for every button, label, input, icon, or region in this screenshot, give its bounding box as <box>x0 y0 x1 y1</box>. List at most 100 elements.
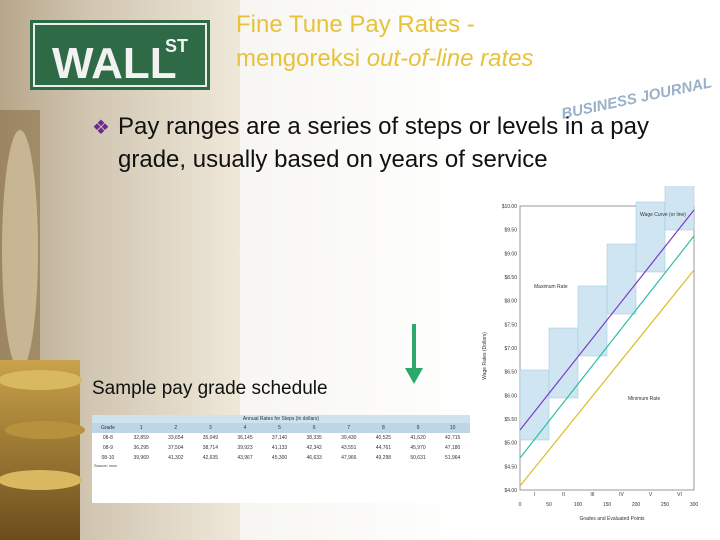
table-cell: 41,302 <box>168 455 184 461</box>
table-cell: 38,714 <box>202 445 218 451</box>
table-row: Grade 1 2 3 4 5 6 7 8 9 10 <box>92 423 470 433</box>
table-cell: 9 <box>400 423 436 433</box>
min-label: Minimum Rate <box>628 396 660 402</box>
y-tick-label: $6.00 <box>504 393 517 399</box>
y-tick-label: $6.50 <box>504 370 517 376</box>
table-cell: 10 <box>435 423 470 433</box>
table-cell: 44,761 <box>375 445 392 451</box>
table-cell: 38,335 <box>306 435 322 441</box>
grade-box <box>519 369 550 441</box>
arrow <box>405 324 423 384</box>
table-cell: 39,430 <box>341 435 357 441</box>
x-tick-label: 150 <box>603 502 612 508</box>
title-line: mengoreksi out-of-line rates <box>236 42 533 76</box>
y-tick-label: $5.00 <box>504 441 517 447</box>
table-cell: 40,525 <box>375 435 392 441</box>
table-cell: 8 <box>366 423 401 433</box>
table-cell: 5 <box>262 423 297 433</box>
grade-label: I <box>534 492 535 498</box>
max-label: Maximum Rate <box>534 284 568 290</box>
x-tick-label: 300 <box>690 502 699 508</box>
title-italic: out-of-line rates <box>366 45 534 72</box>
table-cell: 32,859 <box>133 435 149 441</box>
y-tick-label: $10.00 <box>502 204 518 210</box>
grade-box <box>664 186 695 231</box>
grade-box <box>606 243 637 315</box>
y-tick-label: $7.50 <box>504 322 517 328</box>
table-cell: 08-8 <box>102 435 113 441</box>
table-cell: 42,715 <box>445 435 461 441</box>
table-cell: 49,298 <box>375 455 392 461</box>
y-tick-label: $9.50 <box>504 228 517 234</box>
x-tick-label: 0 <box>519 502 522 508</box>
wage-line <box>519 235 695 459</box>
grade-box <box>577 285 608 357</box>
caption: Sample pay grade schedule <box>92 378 328 399</box>
grade-label: VI <box>677 492 682 498</box>
table-cell: 35,049 <box>202 435 218 441</box>
table-cell: 41,133 <box>271 445 288 451</box>
table-row: 08-8 32,859 33,654 35,049 36,145 37,140 38,335… <box>92 433 470 443</box>
x-tick-label: 100 <box>574 502 583 508</box>
table-cell: 6 <box>296 423 332 433</box>
table-cell: 4 <box>227 423 263 433</box>
y-axis-label: Wage Rates (Dollars) <box>482 332 488 380</box>
table-cell: 39,969 <box>133 455 149 461</box>
grade-label: II <box>562 492 565 498</box>
table-cell: 45,300 <box>271 455 288 461</box>
x-tick-label: 200 <box>632 502 641 508</box>
table-cell: 50,631 <box>410 455 426 461</box>
table-cell: 39,923 <box>237 445 253 451</box>
table-cell: 47,180 <box>445 445 461 451</box>
table-cell: 7 <box>331 423 367 433</box>
table-row: 08-9 36,295 37,504 38,714 39,923 41,133 42,342… <box>92 443 470 453</box>
grade-label: V <box>649 492 653 498</box>
y-tick-label: $4.00 <box>504 488 517 494</box>
table-cell: 41,620 <box>410 435 426 441</box>
table-cell: 2 <box>158 423 194 433</box>
table-cell: Grade <box>92 423 124 433</box>
title-text: mengoreksi <box>236 45 367 72</box>
sign-suffix: ST <box>165 36 188 56</box>
table-cell: 36,295 <box>133 445 149 451</box>
table-grid: Grade 1 2 3 4 5 6 7 8 9 10 08-8 32,859 33,654 35,049 36… <box>92 423 470 463</box>
table-title: Annual Rates for Steps (in dollars) <box>92 415 470 423</box>
table-cell: 08-10 <box>101 455 115 461</box>
pay-table: Annual Rates for Steps (in dollars) Grad… <box>92 415 470 503</box>
title-line: Fine Tune Pay Rates - <box>236 11 475 38</box>
table-cell: 37,504 <box>168 445 184 451</box>
table-cell: 37,140 <box>271 435 288 441</box>
x-tick-label: 250 <box>661 502 670 508</box>
x-axis-label: Grades and Evaluated Points <box>579 516 645 522</box>
table-cell: 36,145 <box>237 435 253 441</box>
bullet-text: Pay ranges are a series of steps or leve… <box>118 113 649 173</box>
y-tick-label: $4.50 <box>504 464 517 470</box>
table-cell: 1 <box>123 423 159 433</box>
bullet: ❖ Pay ranges are a series of steps or le… <box>92 110 682 176</box>
table-cell: 42,635 <box>202 455 218 461</box>
y-tick-label: $7.00 <box>504 346 517 352</box>
y-tick-label: $8.50 <box>504 275 517 281</box>
table-cell: 47,966 <box>341 455 357 461</box>
table-cell: 42,342 <box>306 445 322 451</box>
grade-label: IV <box>619 492 624 498</box>
min-line <box>519 269 695 487</box>
y-tick-label: $5.50 <box>504 417 517 423</box>
table-row: 08-10 39,969 41,302 42,635 43,967 45,300 46,63… <box>92 453 470 463</box>
wage-figure: Wage Rates (Dollars) Grades and Evaluate… <box>472 186 720 528</box>
wage-curve-label: Wage Curve (or line) <box>640 212 686 218</box>
table-cell: 3 <box>193 423 228 433</box>
bullet-icon: ❖ <box>92 117 110 139</box>
grade-box <box>635 201 666 273</box>
table-cell: 08-9 <box>102 445 113 451</box>
y-tick-label: $8.00 <box>504 299 517 305</box>
x-tick-label: 50 <box>546 502 552 508</box>
table-cell: 33,654 <box>168 435 184 441</box>
background-photo: WALL ST <box>0 0 240 540</box>
sign-text: WALL <box>52 39 177 88</box>
y-tick-label: $9.00 <box>504 251 517 257</box>
table-cell: 46,633 <box>306 455 322 461</box>
table-cell: 43,551 <box>341 445 357 451</box>
table-cell: 45,970 <box>410 445 426 451</box>
